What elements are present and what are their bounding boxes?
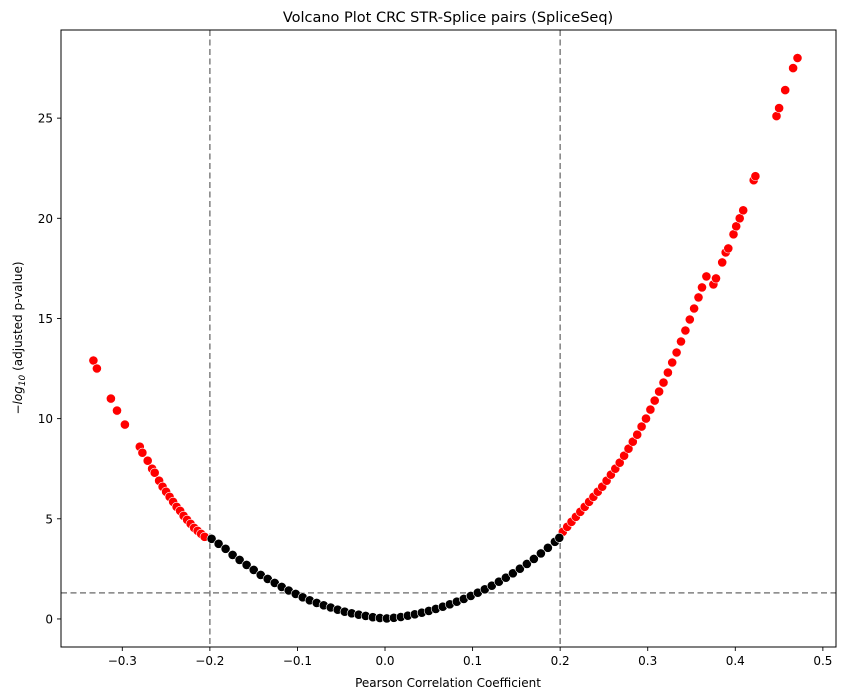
y-tick-label: 0 (45, 612, 53, 626)
data-point (522, 559, 532, 569)
data-point (750, 171, 761, 182)
x-tick-label: −0.1 (283, 654, 312, 668)
data-point (697, 282, 707, 293)
data-point (536, 548, 546, 559)
y-tick-label: 10 (38, 412, 53, 426)
data-point (619, 450, 629, 461)
data-point (693, 292, 704, 303)
data-point (206, 533, 217, 544)
data-point (663, 367, 673, 378)
data-point (515, 563, 525, 574)
x-tick-label: 0.0 (375, 654, 394, 668)
data-point (723, 243, 734, 254)
data-point (137, 447, 148, 458)
y-axis-title-subscript: 10 (18, 374, 28, 386)
data-point (120, 419, 130, 430)
data-point (543, 542, 553, 553)
data-point (671, 347, 682, 358)
y-tick-label: 25 (38, 112, 53, 126)
data-point (792, 53, 803, 63)
x-tick-label: 0.3 (638, 654, 657, 668)
data-point (641, 413, 651, 424)
data-point (213, 538, 224, 549)
data-point (149, 467, 160, 478)
x-tick-label: 0.5 (813, 654, 832, 668)
data-point (500, 572, 511, 583)
data-point (717, 257, 728, 268)
plot-frame (60, 29, 837, 648)
x-tick-label: 0.4 (726, 654, 745, 668)
data-point (220, 543, 231, 554)
x-tick-label: −0.3 (108, 654, 137, 668)
data-point (645, 404, 656, 415)
data-point (680, 325, 691, 336)
data-point (614, 457, 625, 468)
data-point (227, 550, 238, 560)
data-point (92, 363, 102, 374)
data-point (241, 560, 252, 570)
data-point (529, 554, 539, 564)
data-point (689, 303, 699, 314)
data-point (248, 565, 259, 575)
data-point (774, 103, 784, 113)
data-point (738, 205, 749, 216)
data-point (701, 271, 712, 282)
y-axis-title-suffix: (adjusted p-value) (11, 261, 25, 374)
data-point (667, 357, 678, 368)
y-tick-label: 5 (45, 512, 53, 526)
data-point (234, 555, 245, 565)
data-point (142, 455, 153, 466)
data-point (654, 386, 664, 397)
data-point (658, 377, 669, 388)
data-point (106, 393, 116, 404)
y-axis-title-prefix: − (11, 404, 25, 414)
y-tick-label: 20 (38, 212, 53, 226)
data-point (623, 443, 634, 454)
data-point (627, 436, 638, 447)
data-point (554, 532, 565, 543)
data-point (636, 421, 647, 432)
data-point (112, 405, 122, 416)
data-point (684, 314, 695, 325)
data-point (676, 336, 686, 347)
x-tick-label: 0.1 (463, 654, 482, 668)
y-axis: 0 5 10 15 20 25 (38, 112, 61, 626)
data-point (649, 395, 660, 406)
chart-title: Volcano Plot CRC STR-Splice pairs (Splic… (283, 10, 613, 26)
data-point (788, 63, 798, 73)
data-point (508, 568, 518, 579)
x-tick-label: −0.2 (195, 654, 224, 668)
y-axis-title-log: log (11, 386, 25, 405)
y-axis-title: −log10 (adjusted p-value) (11, 261, 28, 414)
y-tick-label: 15 (38, 312, 53, 326)
x-axis: −0.3 −0.2 −0.1 0.0 0.1 0.2 0.3 0.4 0.5 (108, 647, 832, 668)
x-axis-title: Pearson Correlation Coefficient (355, 676, 541, 690)
data-point (711, 273, 721, 284)
data-point (632, 429, 643, 440)
data-point (780, 85, 791, 95)
x-tick-label: 0.2 (551, 654, 570, 668)
plot-area (61, 30, 836, 647)
